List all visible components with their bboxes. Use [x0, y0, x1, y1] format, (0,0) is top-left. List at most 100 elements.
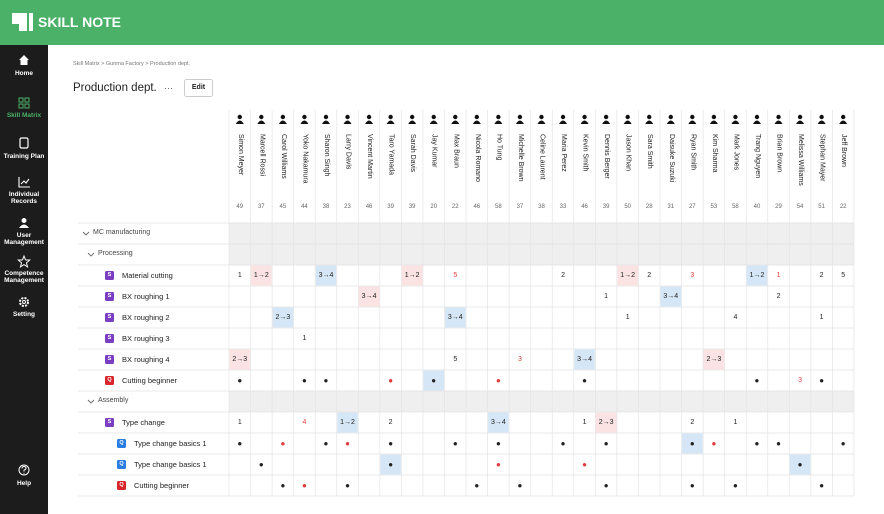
icon-chart [18, 177, 30, 188]
member-count: 53 [710, 204, 718, 210]
cell-highlight [574, 349, 595, 370]
cell: 1→2 [253, 272, 269, 279]
nav-item[interactable]: Setting [12, 311, 36, 318]
member-count: 38 [538, 204, 545, 210]
cell: 5 [453, 356, 458, 363]
cell: 1 [776, 272, 781, 279]
cell-highlight [251, 265, 272, 286]
member-name: Michelle Brown [516, 134, 524, 182]
cell-highlight [660, 286, 682, 307]
skill-icon-letter: S [107, 314, 112, 320]
nav-item[interactable]: Skill Matrix [6, 112, 42, 119]
member-name: Marcell Rossi [258, 134, 266, 177]
member-name: Dennis Berger [603, 134, 611, 179]
cell: ● [797, 460, 803, 469]
member-count: 58 [732, 204, 739, 210]
member-icon [733, 114, 738, 120]
cell: 1 [604, 293, 609, 300]
member-count: 54 [796, 204, 804, 210]
member-icon [840, 114, 846, 120]
nav-item[interactable]: Home [14, 70, 34, 77]
nav-help[interactable]: Help [16, 480, 32, 487]
cell: ● [560, 439, 566, 448]
nav-item[interactable]: Competence Management [4, 270, 44, 284]
cell: 1→2 [404, 272, 420, 279]
cell-highlight [789, 454, 811, 475]
member-icon [366, 114, 372, 120]
member-count: 46 [581, 204, 588, 210]
cell: 3→4 [447, 314, 463, 321]
skill-label: Type change basics 1 [134, 439, 207, 448]
member-icon [776, 114, 781, 120]
edit-button-frame [184, 79, 213, 97]
cell: 3 [798, 377, 803, 384]
member-name: Stephan Mayer [818, 134, 826, 182]
member-icon [431, 114, 436, 120]
group-label[interactable]: MC manufacturing [93, 229, 151, 236]
top-bar [0, 0, 884, 45]
member-count: 45 [279, 204, 287, 210]
skill-icon-letter: S [107, 272, 112, 278]
cell: ● [323, 376, 329, 385]
group-label[interactable]: Processing [98, 250, 133, 257]
cell: 5 [841, 272, 846, 279]
member-icon [259, 114, 264, 120]
member-name: Yoko Nakamura [301, 134, 309, 184]
member-name: Daisuke Suzuki [667, 134, 675, 183]
member-count: 33 [559, 204, 567, 210]
breadcrumb[interactable]: Skill Matrix > Gunma Factory > Productio… [73, 61, 191, 67]
skill-label: Type change basics 1 [134, 460, 207, 469]
member-icon [602, 120, 611, 124]
skill-icon [105, 376, 114, 385]
cell: 1→2 [749, 272, 765, 279]
cell: ● [603, 481, 609, 490]
member-icon [774, 120, 783, 124]
nav-item[interactable]: User Management [4, 232, 44, 246]
group-label[interactable]: Assembly [98, 397, 129, 404]
member-icon [300, 120, 309, 124]
skill-icon [105, 313, 114, 322]
nav-item[interactable]: Individual Records [8, 191, 40, 205]
member-name: Larry Davis [344, 134, 352, 170]
member-icon [668, 114, 673, 120]
cell: ● [517, 481, 523, 490]
member-icon [645, 120, 654, 124]
skill-icon [117, 439, 126, 448]
member-count: 37 [257, 204, 265, 210]
cell: 2 [561, 272, 565, 279]
icon-person [19, 224, 29, 228]
cell: ● [280, 481, 286, 490]
cell: ● [840, 439, 846, 448]
member-count: 44 [301, 204, 308, 210]
member-icon [515, 120, 524, 124]
member-name: Simon Meyer [236, 134, 244, 176]
nav-item[interactable]: Training Plan [3, 153, 45, 160]
member-name: Sharon Singh [322, 134, 330, 177]
member-icon [797, 114, 803, 120]
cell-highlight [682, 433, 703, 454]
skill-label: BX roughing 2 [122, 313, 170, 322]
member-icon [343, 120, 352, 124]
icon-gear [22, 300, 26, 304]
cell: 3→4 [318, 272, 334, 279]
cell: 1 [302, 335, 307, 342]
cell: 1 [237, 272, 242, 279]
member-icon [453, 114, 458, 120]
cell: ● [301, 481, 307, 490]
cell: 1 [819, 314, 824, 321]
cell: 1 [582, 419, 587, 426]
member-icon [688, 120, 697, 124]
cell: ● [258, 460, 264, 469]
icon-help [21, 465, 27, 472]
member-count: 31 [667, 204, 675, 210]
skill-label: BX roughing 3 [122, 334, 170, 343]
member-count: 22 [839, 204, 847, 210]
icon-grid [24, 97, 30, 103]
member-name: Trang Nguyen [753, 134, 761, 179]
more-button[interactable]: ··· [164, 83, 173, 93]
member-name: Sarah Davis [409, 134, 417, 173]
group-row-bg [229, 391, 854, 412]
cell: 3 [517, 356, 522, 363]
edit-button[interactable]: Edit [191, 84, 206, 91]
member-icon [302, 114, 307, 120]
